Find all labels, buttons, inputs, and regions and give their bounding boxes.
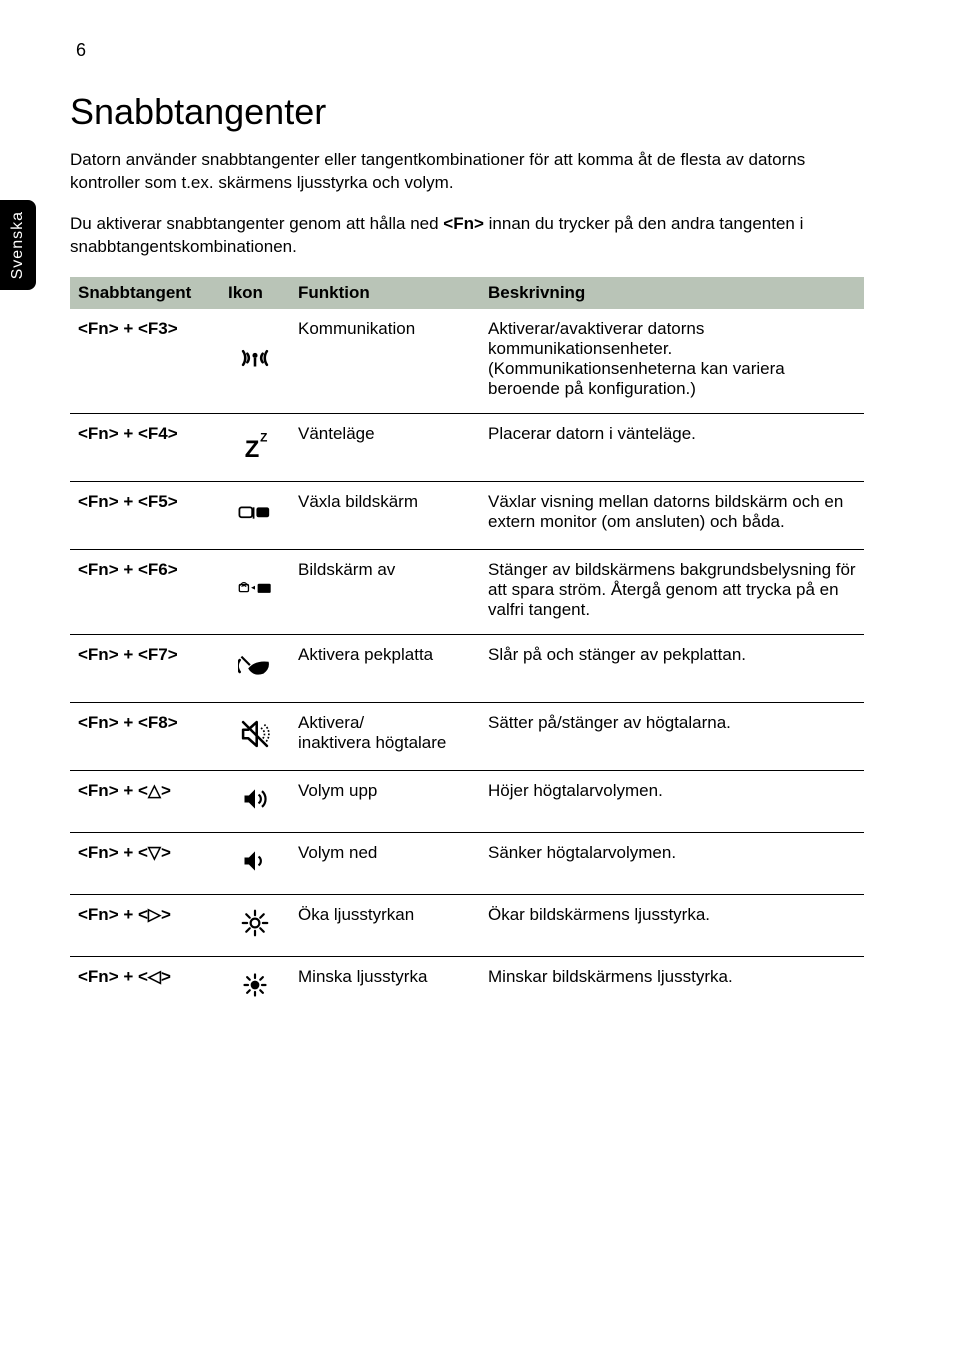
cell-icon [220,832,290,894]
cell-func: Bildskärm av [290,549,480,634]
cell-func: Minska ljusstyrka [290,956,480,1018]
table-row: <Fn> + <F4> Z Z Vänteläge Placerar dator… [70,413,864,481]
cell-func: Volym ned [290,832,480,894]
table-header-row: Snabbtangent Ikon Funktion Beskrivning [70,277,864,309]
cell-desc: Slår på och stänger av pekplattan. [480,634,864,702]
wireless-icon [238,341,272,375]
cell-func: Kommunikation [290,309,480,414]
cell-func: Vänteläge [290,413,480,481]
language-tab-label: Svenska [9,211,27,279]
cell-key: <Fn> + <F8> [70,702,220,770]
table-row: <Fn> + <F8> Aktivera/ inaktivera högtala… [70,702,864,770]
cell-func: Aktivera pekplatta [290,634,480,702]
intro-p2-pre: Du aktiverar snabbtangenter genom att hå… [70,214,443,233]
intro-paragraph-1: Datorn använder snabbtangenter eller tan… [70,149,864,195]
cell-desc: Sänker högtalarvolymen. [480,832,864,894]
brightness-down-icon [241,971,269,999]
svg-text:Z: Z [245,436,260,462]
table-row: <Fn> + <F5> Växla bildskärm Växlar visni… [70,481,864,549]
cell-icon [220,702,290,770]
language-tab: Svenska [0,200,36,290]
display-switch-icon [238,496,272,530]
cell-desc: Stänger av bildskärmens bakgrundsbelysni… [480,549,864,634]
cell-func: Aktivera/ inaktivera högtalare [290,702,480,770]
cell-desc: Minskar bildskärmens ljusstyrka. [480,956,864,1018]
cell-icon [220,549,290,634]
cell-desc: Sätter på/stänger av högtalarna. [480,702,864,770]
cell-desc: Växlar visning mellan datorns bildskärm … [480,481,864,549]
th-snabbtangent: Snabbtangent [70,277,220,309]
brightness-up-icon [241,909,269,937]
cell-key: <Fn> + <F4> [70,413,220,481]
table-row: <Fn> + <F6> Bildskärm av Stänger av bild… [70,549,864,634]
page-number: 6 [76,40,864,61]
cell-func: Öka ljusstyrkan [290,894,480,956]
cell-key: <Fn> + <▷> [70,894,220,956]
cell-desc: Höjer högtalarvolymen. [480,770,864,832]
intro-p2-bold: <Fn> [443,214,484,233]
cell-icon [220,309,290,414]
cell-desc: Ökar bildskärmens ljusstyrka. [480,894,864,956]
svg-text:Z: Z [260,430,267,444]
cell-func: Volym upp [290,770,480,832]
table-row: <Fn> + <F3> Kommunikation Aktiverar/avak… [70,309,864,414]
cell-key: <Fn> + <F3> [70,309,220,414]
cell-key: <Fn> + <◁> [70,956,220,1018]
cell-desc: Aktiverar/avaktiverar datorns kommunikat… [480,309,864,414]
speaker-mute-icon [238,717,272,751]
cell-icon [220,481,290,549]
th-funktion: Funktion [290,277,480,309]
table-row: <Fn> + <▽> Volym ned Sänker högtalarvoly… [70,832,864,894]
hotkey-table: Snabbtangent Ikon Funktion Beskrivning <… [70,277,864,1018]
table-row: <Fn> + <△> Volym upp Höjer högtalarvolym… [70,770,864,832]
intro-paragraph-2: Du aktiverar snabbtangenter genom att hå… [70,213,864,259]
table-row: <Fn> + <F7> Aktivera pekplatta Slår på o… [70,634,864,702]
cell-icon [220,770,290,832]
volume-up-icon [241,785,269,813]
cell-key: <Fn> + <F6> [70,549,220,634]
cell-icon [220,894,290,956]
volume-down-icon [241,847,269,875]
cell-key: <Fn> + <F7> [70,634,220,702]
touchpad-icon [238,649,272,683]
th-beskrivning: Beskrivning [480,277,864,309]
cell-desc: Placerar datorn i vänteläge. [480,413,864,481]
cell-icon: Z Z [220,413,290,481]
cell-icon [220,634,290,702]
table-row: <Fn> + <◁> [70,956,864,1018]
screen-off-icon [238,572,272,606]
sleep-icon: Z Z [238,428,272,462]
cell-key: <Fn> + <△> [70,770,220,832]
cell-func: Växla bildskärm [290,481,480,549]
table-row: <Fn> + <▷> [70,894,864,956]
page-title: Snabbtangenter [70,91,864,133]
cell-key: <Fn> + <F5> [70,481,220,549]
cell-icon [220,956,290,1018]
th-ikon: Ikon [220,277,290,309]
cell-key: <Fn> + <▽> [70,832,220,894]
